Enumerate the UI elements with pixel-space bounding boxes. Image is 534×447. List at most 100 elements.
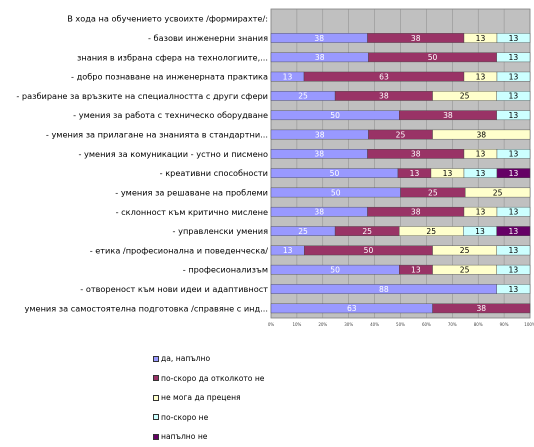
data-label: 13 (476, 169, 486, 178)
data-label: 50 (330, 169, 340, 178)
x-tick-label: 80% (474, 322, 483, 327)
category-label: - професионализъм (183, 265, 268, 275)
legend-item: по-скоро не (153, 408, 264, 428)
legend-swatch (153, 433, 159, 440)
category-label: - управленски умения (173, 226, 269, 236)
data-label: 38 (315, 130, 325, 139)
data-label: 13 (476, 150, 486, 159)
data-label: 25 (396, 130, 406, 139)
bar-segment (432, 303, 531, 314)
legend-label: по-скоро да отколкото не (161, 373, 265, 383)
data-label: 25 (426, 227, 436, 236)
data-label: 25 (362, 227, 372, 236)
legend-item: напълно не (153, 427, 264, 447)
stacked-bar-chart: 38 38 13 13 38 50 13 13 63 13 13 25 38 25 13 50 38 13 38 25… (16, 8, 534, 327)
data-label: 38 (476, 304, 486, 313)
legend-swatch (153, 375, 159, 382)
category-label: - умения за прилагане на знанията в стан… (46, 130, 268, 140)
data-label: 13 (509, 34, 519, 43)
legend-label: по-скоро не (161, 412, 209, 422)
data-label: 13 (283, 246, 293, 255)
data-label: 25 (460, 92, 470, 101)
data-label: 25 (493, 188, 503, 197)
x-tick-label: 90% (500, 322, 509, 327)
data-label: 38 (411, 34, 421, 43)
legend-item: по-скоро да отколкото не (153, 369, 264, 389)
category-label: - базови инженерни знания (148, 33, 268, 43)
data-label: 13 (410, 169, 420, 178)
data-label: 13 (476, 208, 486, 217)
chart-legend: да, напълно по-скоро да отколкото не не мо… (153, 349, 264, 447)
data-label: 38 (314, 208, 324, 217)
legend-swatch (153, 414, 159, 421)
legend-swatch (153, 394, 159, 401)
data-label: 50 (364, 246, 374, 255)
category-label: - етика /професионална и поведенческа/ (90, 245, 269, 255)
data-label: 38 (411, 208, 421, 217)
bar-segment (496, 226, 531, 236)
data-label: 13 (509, 208, 519, 217)
data-label: 13 (509, 169, 519, 178)
bar-segment (496, 110, 531, 121)
bar-segment (432, 129, 531, 140)
data-label: 63 (379, 72, 389, 81)
data-label: 25 (298, 227, 308, 236)
x-tick-label: 100% (524, 322, 534, 327)
x-tick-label: 0% (268, 322, 275, 327)
data-label: 13 (508, 92, 518, 101)
data-label: 13 (476, 72, 486, 81)
data-label: 25 (460, 266, 470, 275)
data-label: 13 (476, 34, 486, 43)
category-label: - умения за комуникации - устно и писмен… (78, 149, 268, 159)
category-label: - отвореност към нови идеи и адаптивност (80, 284, 268, 294)
data-label: 25 (298, 92, 308, 101)
bar-segment (496, 91, 531, 101)
x-tick-label: 40% (370, 322, 379, 327)
bar-segment (496, 284, 531, 294)
legend-label: не мога да преценя (161, 393, 241, 403)
data-label: 63 (347, 304, 357, 313)
data-label: 50 (330, 111, 340, 120)
data-label: 38 (379, 92, 389, 101)
data-label: 38 (476, 130, 486, 139)
data-label: 13 (508, 111, 518, 120)
x-tick-label: 20% (318, 322, 327, 327)
x-tick-label: 50% (396, 322, 405, 327)
data-label: 38 (314, 34, 324, 43)
bar-segment (496, 52, 531, 63)
bar-segment (496, 149, 531, 159)
data-label: 13 (283, 72, 293, 81)
data-label: 13 (508, 285, 518, 294)
category-label: знания в избрана сфера на технологиите,.… (77, 52, 268, 62)
data-label: 13 (411, 266, 421, 275)
bar-segment (496, 71, 531, 82)
category-label: - умения за работа с техническо оборудва… (73, 110, 268, 120)
data-label: 38 (314, 150, 324, 159)
legend-label: да, напълно (161, 354, 211, 364)
data-label: 88 (379, 285, 389, 294)
bar-segment (496, 206, 531, 217)
x-tick-label: 70% (448, 322, 457, 327)
data-label: 50 (331, 188, 341, 197)
category-label: - креативни способности (160, 168, 268, 178)
bar-segment (496, 168, 531, 178)
data-label: 50 (330, 266, 340, 275)
bar-segment (465, 187, 531, 198)
data-label: 13 (508, 53, 518, 62)
category-label: умения за самостоятелна подготовка /спра… (25, 303, 268, 313)
data-label: 13 (509, 72, 519, 81)
legend-item: не мога да преценя (153, 388, 264, 408)
data-label: 38 (411, 150, 421, 159)
bar-segment (496, 264, 531, 275)
data-label: 50 (428, 53, 438, 62)
data-label: 13 (509, 150, 519, 159)
x-tick-label: 60% (422, 322, 431, 327)
data-label: 13 (443, 169, 453, 178)
data-label: 13 (508, 227, 518, 236)
category-label: - разбиране за връзките на специалността… (16, 91, 268, 101)
bar-segment (496, 33, 531, 43)
legend-label: напълно не (161, 432, 208, 442)
data-label: 25 (428, 188, 438, 197)
category-label: - добро познаване на инженерната практик… (71, 72, 268, 82)
legend-item: да, напълно (153, 349, 264, 369)
